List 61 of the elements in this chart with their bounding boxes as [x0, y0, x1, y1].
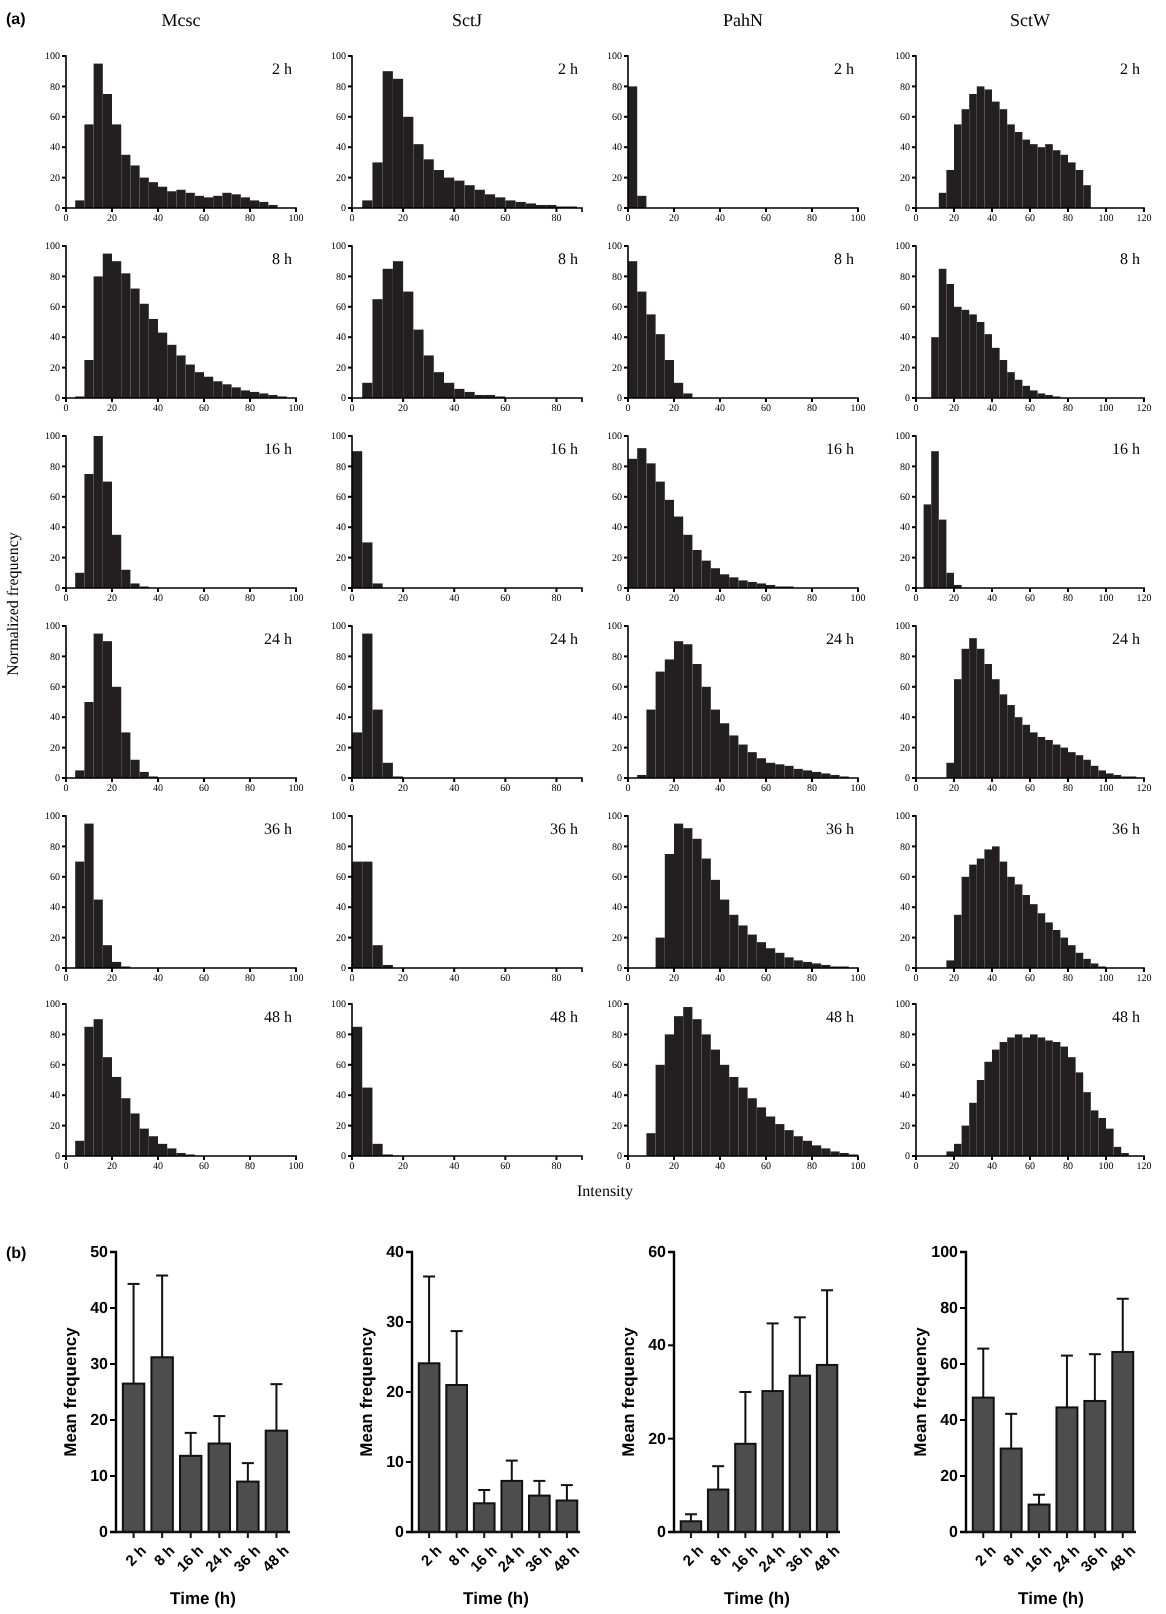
annotation: 48 h — [1112, 1008, 1140, 1026]
annotation: 48 h — [264, 1008, 292, 1026]
chart-title: SctW — [1010, 10, 1051, 30]
text: (a) — [6, 10, 27, 28]
x-axis-title: Intensity — [577, 1182, 633, 1200]
annotation: 36 h — [1112, 820, 1140, 838]
chart-title: Mcsc — [161, 10, 201, 30]
y-tick-label: 20 — [90, 1411, 110, 1430]
y-axis-title: Mean frequency — [618, 1326, 638, 1457]
y-tick-label: 30 — [90, 1355, 110, 1374]
annotation: 24 h — [264, 630, 292, 648]
y-axis-title: Mean frequency — [356, 1326, 376, 1457]
y-axis-title: Mean frequency — [60, 1326, 80, 1457]
annotation: 2 h — [272, 60, 292, 78]
x-axis-title: Time (h) — [1018, 1588, 1085, 1608]
y-axis-title: Mean frequency — [910, 1326, 930, 1457]
annotation: 8 h — [1120, 250, 1140, 268]
x-axis-title: Time (h) — [724, 1588, 791, 1608]
y-tick-label: 0 — [949, 1523, 960, 1542]
y-tick-label: 40 — [386, 1243, 406, 1262]
x-axis-title: Time (h) — [170, 1588, 237, 1608]
y-tick-label: 40 — [940, 1411, 960, 1430]
x-axis-title: Time (h) — [463, 1588, 530, 1608]
y-tick-label: 40 — [90, 1299, 110, 1318]
annotation: 36 h — [826, 820, 854, 838]
annotation: 48 h — [826, 1008, 854, 1026]
y-tick-label: 30 — [386, 1313, 406, 1332]
annotation: 16 h — [264, 440, 292, 458]
chart-title: SctJ — [451, 10, 483, 30]
y-tick-label: 100 — [931, 1243, 960, 1262]
y-tick-label: 0 — [395, 1523, 406, 1542]
y-tick-label: 10 — [90, 1467, 110, 1486]
annotation: 8 h — [272, 250, 292, 268]
y-tick-label: 20 — [648, 1429, 668, 1448]
annotation: 2 h — [558, 60, 578, 78]
annotation: 2 h — [834, 60, 854, 78]
annotation: 36 h — [550, 820, 578, 838]
annotation: 16 h — [550, 440, 578, 458]
y-tick-label: 0 — [657, 1523, 668, 1542]
text: (b) — [6, 1244, 28, 1262]
annotation: 2 h — [1120, 60, 1140, 78]
chart-title: PahN — [723, 10, 764, 30]
annotation: 24 h — [550, 630, 578, 648]
annotation: 24 h — [826, 630, 854, 648]
annotation: 48 h — [550, 1008, 578, 1026]
y-tick-label: 60 — [940, 1355, 960, 1374]
y-tick-label: 60 — [648, 1243, 668, 1262]
y-axis-title: Normalized frequency — [4, 532, 22, 676]
y-tick-label: 80 — [940, 1299, 960, 1318]
y-tick-label: 10 — [386, 1453, 406, 1472]
annotation: 8 h — [558, 250, 578, 268]
annotation: 16 h — [1112, 440, 1140, 458]
annotation: 24 h — [1112, 630, 1140, 648]
annotation: 8 h — [834, 250, 854, 268]
y-tick-label: 20 — [940, 1467, 960, 1486]
y-tick-label: 20 — [386, 1383, 406, 1402]
y-tick-label: 50 — [90, 1243, 110, 1262]
annotation: 36 h — [264, 820, 292, 838]
y-tick-label: 0 — [99, 1523, 110, 1542]
annotation: 16 h — [826, 440, 854, 458]
y-tick-label: 40 — [648, 1336, 668, 1355]
